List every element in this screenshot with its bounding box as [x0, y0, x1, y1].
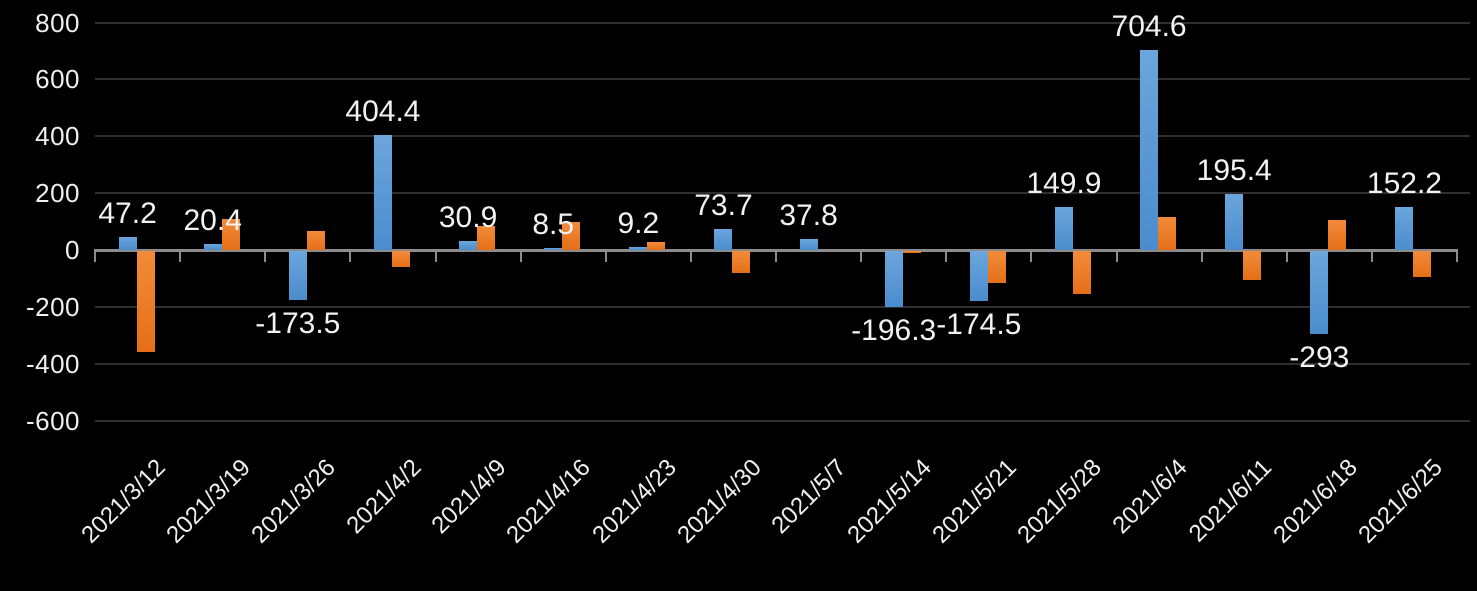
data-label: 20.4	[183, 204, 242, 238]
bar-blue-series-2021/4/23	[629, 247, 648, 250]
gridline--600	[95, 419, 1470, 422]
data-label: 73.7	[694, 189, 753, 223]
x-category-label: 2021/6/25	[1352, 454, 1448, 549]
x-category-label: 2021/3/26	[246, 454, 341, 549]
data-label: 152.2	[1366, 166, 1442, 200]
x-category-label: 2021/4/23	[586, 454, 682, 549]
bar-orange-series-2021/4/30	[732, 251, 751, 273]
x-axis-tick	[604, 249, 607, 262]
bar-blue-series-2021/6/25	[1395, 206, 1414, 250]
x-axis-tick	[1285, 249, 1288, 262]
bar-blue-series-2021/4/9	[459, 241, 478, 250]
data-label: -196.3	[851, 313, 937, 347]
x-axis-tick	[264, 249, 267, 262]
bar-blue-series-2021/6/4	[1140, 49, 1159, 250]
x-axis-tick	[1456, 249, 1458, 262]
x-category-label: 2021/6/18	[1267, 454, 1363, 549]
bar-blue-series-2021/5/28	[1054, 207, 1073, 250]
gridline-800	[95, 21, 1470, 24]
x-axis-tick	[945, 249, 948, 262]
bar-orange-series-2021/5/14	[902, 251, 921, 253]
x-category-label: 2021/4/16	[501, 454, 597, 549]
data-label: 30.9	[438, 201, 498, 235]
y-tick-label: -600	[25, 405, 80, 436]
bar-orange-series-2021/5/28	[1072, 251, 1091, 294]
bar-blue-series-2021/6/18	[1310, 251, 1329, 335]
bar-orange-series-2021/4/9	[477, 225, 496, 250]
y-tick-label: 600	[35, 64, 80, 95]
data-label: 704.6	[1111, 9, 1187, 43]
x-axis-tick	[1030, 249, 1033, 262]
x-axis-tick	[1115, 249, 1118, 262]
y-tick-label: -400	[25, 348, 80, 379]
bar-blue-series-2021/3/26	[288, 251, 307, 301]
bar-orange-series-2021/6/4	[1158, 217, 1177, 250]
x-axis-tick	[775, 249, 777, 262]
x-category-label: 2021/4/9	[426, 454, 512, 540]
x-category-label: 2021/4/30	[671, 454, 767, 549]
bar-blue-series-2021/4/16	[544, 247, 563, 250]
x-category-label: 2021/5/14	[842, 454, 937, 549]
y-tick-label: 400	[35, 121, 80, 152]
data-label: 37.8	[779, 199, 838, 233]
x-category-label: 2021/4/2	[340, 454, 427, 540]
bar-orange-series-2021/3/26	[306, 230, 325, 250]
bar-orange-series-2021/6/11	[1243, 251, 1262, 281]
y-tick-label: 800	[35, 7, 80, 38]
x-axis-tick	[689, 249, 692, 262]
data-label: 9.2	[617, 207, 660, 241]
data-label: -293	[1289, 341, 1350, 375]
bar-blue-series-2021/5/21	[969, 251, 988, 301]
data-label: 404.4	[345, 95, 421, 128]
data-label: 47.2	[98, 196, 157, 230]
gridline-400	[95, 135, 1470, 138]
bar-orange-series-2021/4/16	[562, 222, 581, 250]
bar-blue-series-2021/4/30	[714, 229, 733, 250]
x-category-label: 2021/6/4	[1107, 454, 1193, 540]
bar-orange-series-2021/6/25	[1413, 251, 1432, 277]
x-category-label: 2021/5/28	[1012, 454, 1108, 549]
x-axis-tick	[1200, 249, 1203, 262]
bar-orange-series-2021/6/18	[1328, 220, 1347, 250]
bar-orange-series-2021/4/2	[391, 251, 410, 268]
x-category-label: 2021/5/7	[766, 454, 852, 540]
x-category-label: 2021/6/11	[1183, 454, 1278, 548]
data-label: -174.5	[936, 307, 1022, 341]
y-tick-label: 0	[65, 235, 80, 265]
x-category-label: 2021/3/12	[76, 454, 171, 549]
x-axis-tick	[860, 249, 863, 262]
bar-blue-series-2021/3/19	[203, 244, 222, 250]
data-label: 149.9	[1026, 167, 1102, 201]
gridline-600	[95, 78, 1470, 81]
bar-orange-series-2021/3/12	[136, 251, 155, 352]
data-label: -173.5	[255, 307, 341, 341]
bar-blue-series-2021/3/12	[118, 236, 137, 250]
bar-blue-series-2021/5/14	[884, 251, 903, 307]
bar-orange-series-2021/4/23	[647, 242, 666, 250]
x-axis-tick	[349, 249, 352, 262]
data-label: 8.5	[532, 207, 575, 241]
gridline--400	[95, 362, 1470, 365]
bar-blue-series-2021/6/11	[1225, 194, 1244, 250]
y-tick-label: -200	[25, 291, 80, 322]
x-category-label: 2021/3/19	[161, 454, 256, 549]
x-axis-tick	[94, 249, 96, 262]
bar-orange-series-2021/5/21	[987, 251, 1006, 284]
x-axis-tick	[519, 249, 522, 262]
y-tick-label: 200	[35, 178, 80, 209]
x-axis-tick	[1370, 249, 1373, 262]
gridline-200	[95, 192, 1470, 195]
bar-blue-series-2021/4/2	[373, 135, 392, 250]
bar-blue-series-2021/5/7	[799, 239, 818, 250]
gridline--200	[95, 305, 1470, 308]
x-axis-tick	[434, 249, 437, 262]
bar-orange-series-2021/3/19	[221, 218, 240, 250]
data-label: 195.4	[1196, 154, 1272, 188]
x-axis-tick	[179, 249, 182, 262]
x-category-label: 2021/5/21	[927, 454, 1022, 549]
